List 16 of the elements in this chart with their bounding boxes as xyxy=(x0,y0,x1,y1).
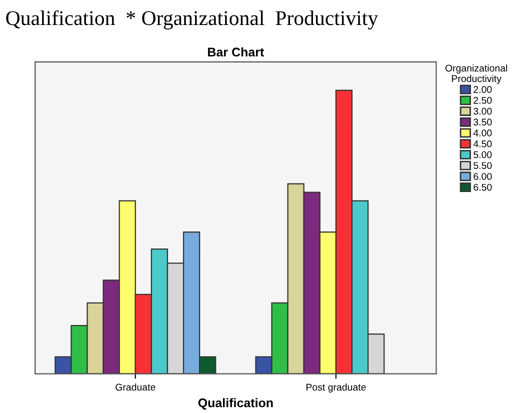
x-tick-label: Post graduate xyxy=(306,383,366,393)
x-axis-title: Qualification xyxy=(198,398,273,410)
legend-label: 6.00 xyxy=(474,172,492,180)
legend-label: 4.00 xyxy=(473,130,492,136)
legend-label: 5.50 xyxy=(474,162,492,169)
legend-label: 3.00 xyxy=(474,108,492,115)
legend-label: 5.00 xyxy=(474,151,492,158)
chart-title: Qualification * Organizational Productivity xyxy=(6,10,378,30)
legend-label: 4.50 xyxy=(473,140,492,148)
chart-subtitle: Bar Chart xyxy=(208,47,264,57)
x-tick-label: Graduate xyxy=(116,383,156,391)
legend-label: 2.00 xyxy=(474,86,492,93)
legend-label: 3.50 xyxy=(474,118,492,126)
legend-label: 2.50 xyxy=(474,96,492,104)
legend-title: Organizational Productivity xyxy=(445,64,508,84)
legend-label: 6.50 xyxy=(474,184,492,191)
